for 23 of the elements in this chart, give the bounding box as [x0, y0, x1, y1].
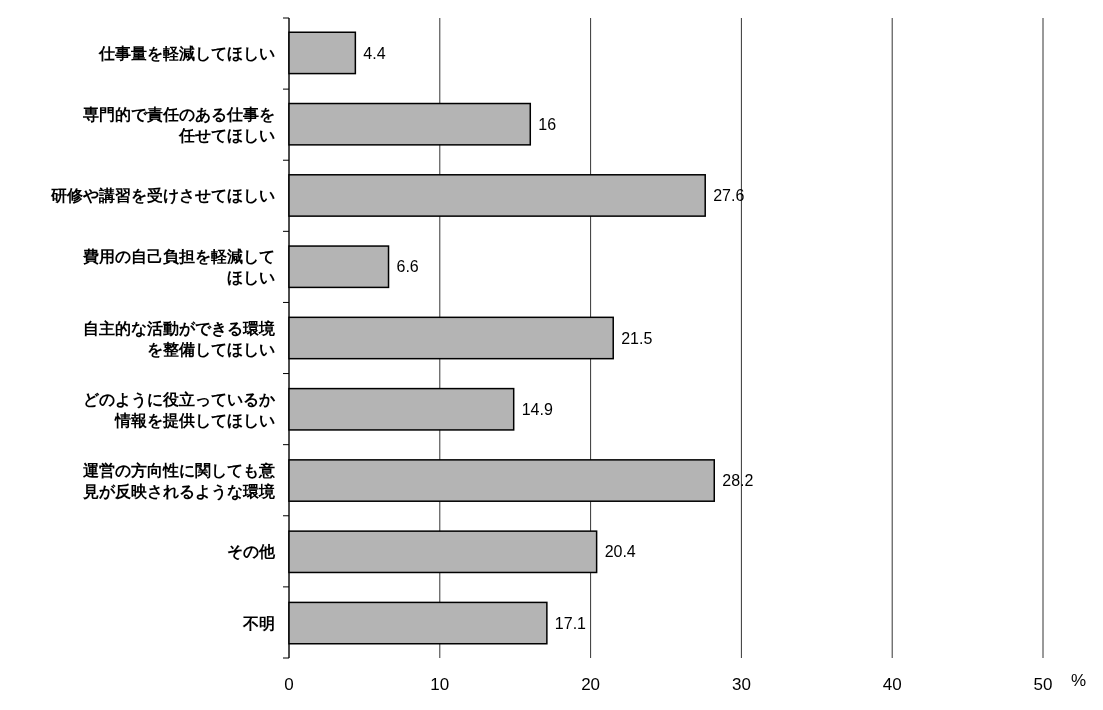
x-tick-label: 20 — [581, 675, 601, 694]
data-label: 21.5 — [621, 329, 653, 347]
x-axis-title: % — [1071, 671, 1087, 690]
data-label: 6.6 — [396, 258, 419, 276]
y-tick-label: 不明 — [242, 613, 275, 633]
x-tick-label: 50 — [1033, 675, 1053, 694]
data-label: 16 — [538, 115, 557, 133]
y-tick-label: 専門的で責任のある仕事を任せてほしい — [82, 104, 275, 145]
y-tick-label: 費用の自己負担を軽減してほしい — [82, 247, 275, 288]
data-label: 20.4 — [604, 543, 636, 561]
y-tick-label: 自主的な活動ができる環境を整備してほしい — [83, 318, 276, 359]
y-tick-label: 研修や講習を受けさせてほしい — [50, 186, 275, 206]
y-tick-label: その他 — [227, 542, 276, 562]
x-tick-label: 0 — [284, 675, 294, 694]
data-label: 4.4 — [363, 44, 386, 62]
x-tick-label: 40 — [882, 675, 902, 694]
x-tick-label: 30 — [731, 675, 751, 694]
y-tick-label: 仕事量を軽減してほしい — [98, 43, 275, 63]
y-tick-label: どのように役立っているか情報を提供してほしい — [83, 389, 276, 430]
data-label: 14.9 — [521, 400, 553, 418]
data-label: 17.1 — [554, 614, 587, 632]
x-tick-label: 10 — [430, 675, 450, 694]
y-tick-label: 運営の方向性に関しても意見が反映されるような環境 — [82, 461, 276, 502]
